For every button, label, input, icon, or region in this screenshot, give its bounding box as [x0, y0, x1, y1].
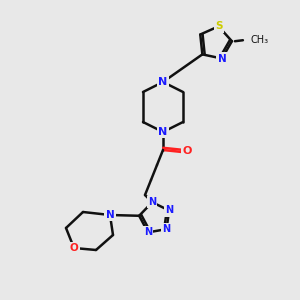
Text: N: N	[158, 77, 168, 87]
Text: N: N	[162, 224, 171, 234]
Text: N: N	[158, 127, 168, 137]
Text: S: S	[215, 21, 222, 32]
Text: N: N	[165, 206, 173, 215]
Text: N: N	[148, 197, 156, 207]
Text: N: N	[218, 53, 226, 64]
Text: N: N	[144, 227, 152, 237]
Text: O: O	[70, 243, 78, 253]
Text: O: O	[182, 146, 192, 156]
Text: N: N	[106, 210, 114, 220]
Text: CH₃: CH₃	[251, 35, 269, 45]
